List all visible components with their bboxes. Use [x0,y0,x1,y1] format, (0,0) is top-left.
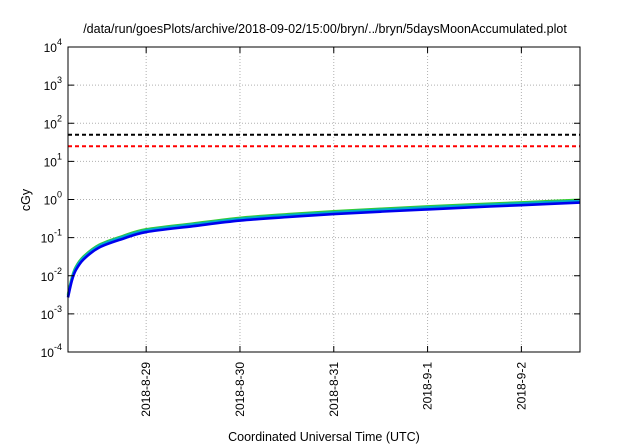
chart-title: /data/run/goesPlots/archive/2018-09-02/1… [83,22,567,36]
series-line [66,201,581,298]
y-tick-label: 104 [44,37,62,55]
data-series [66,198,581,298]
y-tick-label: 103 [44,75,62,93]
y-tick-label: 10-2 [41,266,62,284]
x-tick-label: 2018-8-31 [327,362,341,417]
y-tick-label: 100 [44,190,62,208]
reference-lines [68,133,580,148]
x-tick-label: 2018-9-1 [421,362,435,410]
y-tick-label: 10-3 [41,304,62,322]
x-tick-label: 2018-8-29 [139,362,153,417]
y-tick-label: 101 [44,151,62,169]
y-tick-label: 102 [44,113,62,131]
y-axis-label: cGy [19,188,33,211]
x-axis-ticks: 2018-8-29 2018-8-30 2018-8-31 2018-9-1 2018-… [139,47,528,417]
y-axis-ticks: 10-4 10-3 10-2 10-1 100 101 102 103 104 [41,37,580,360]
x-tick-label: 2018-8-30 [233,362,247,417]
grid [68,47,580,352]
y-tick-label: 10-1 [41,228,62,246]
x-tick-label: 2018-9-2 [514,362,528,410]
x-axis-label: Coordinated Universal Time (UTC) [228,430,420,444]
y-tick-label: 10-4 [41,342,62,360]
